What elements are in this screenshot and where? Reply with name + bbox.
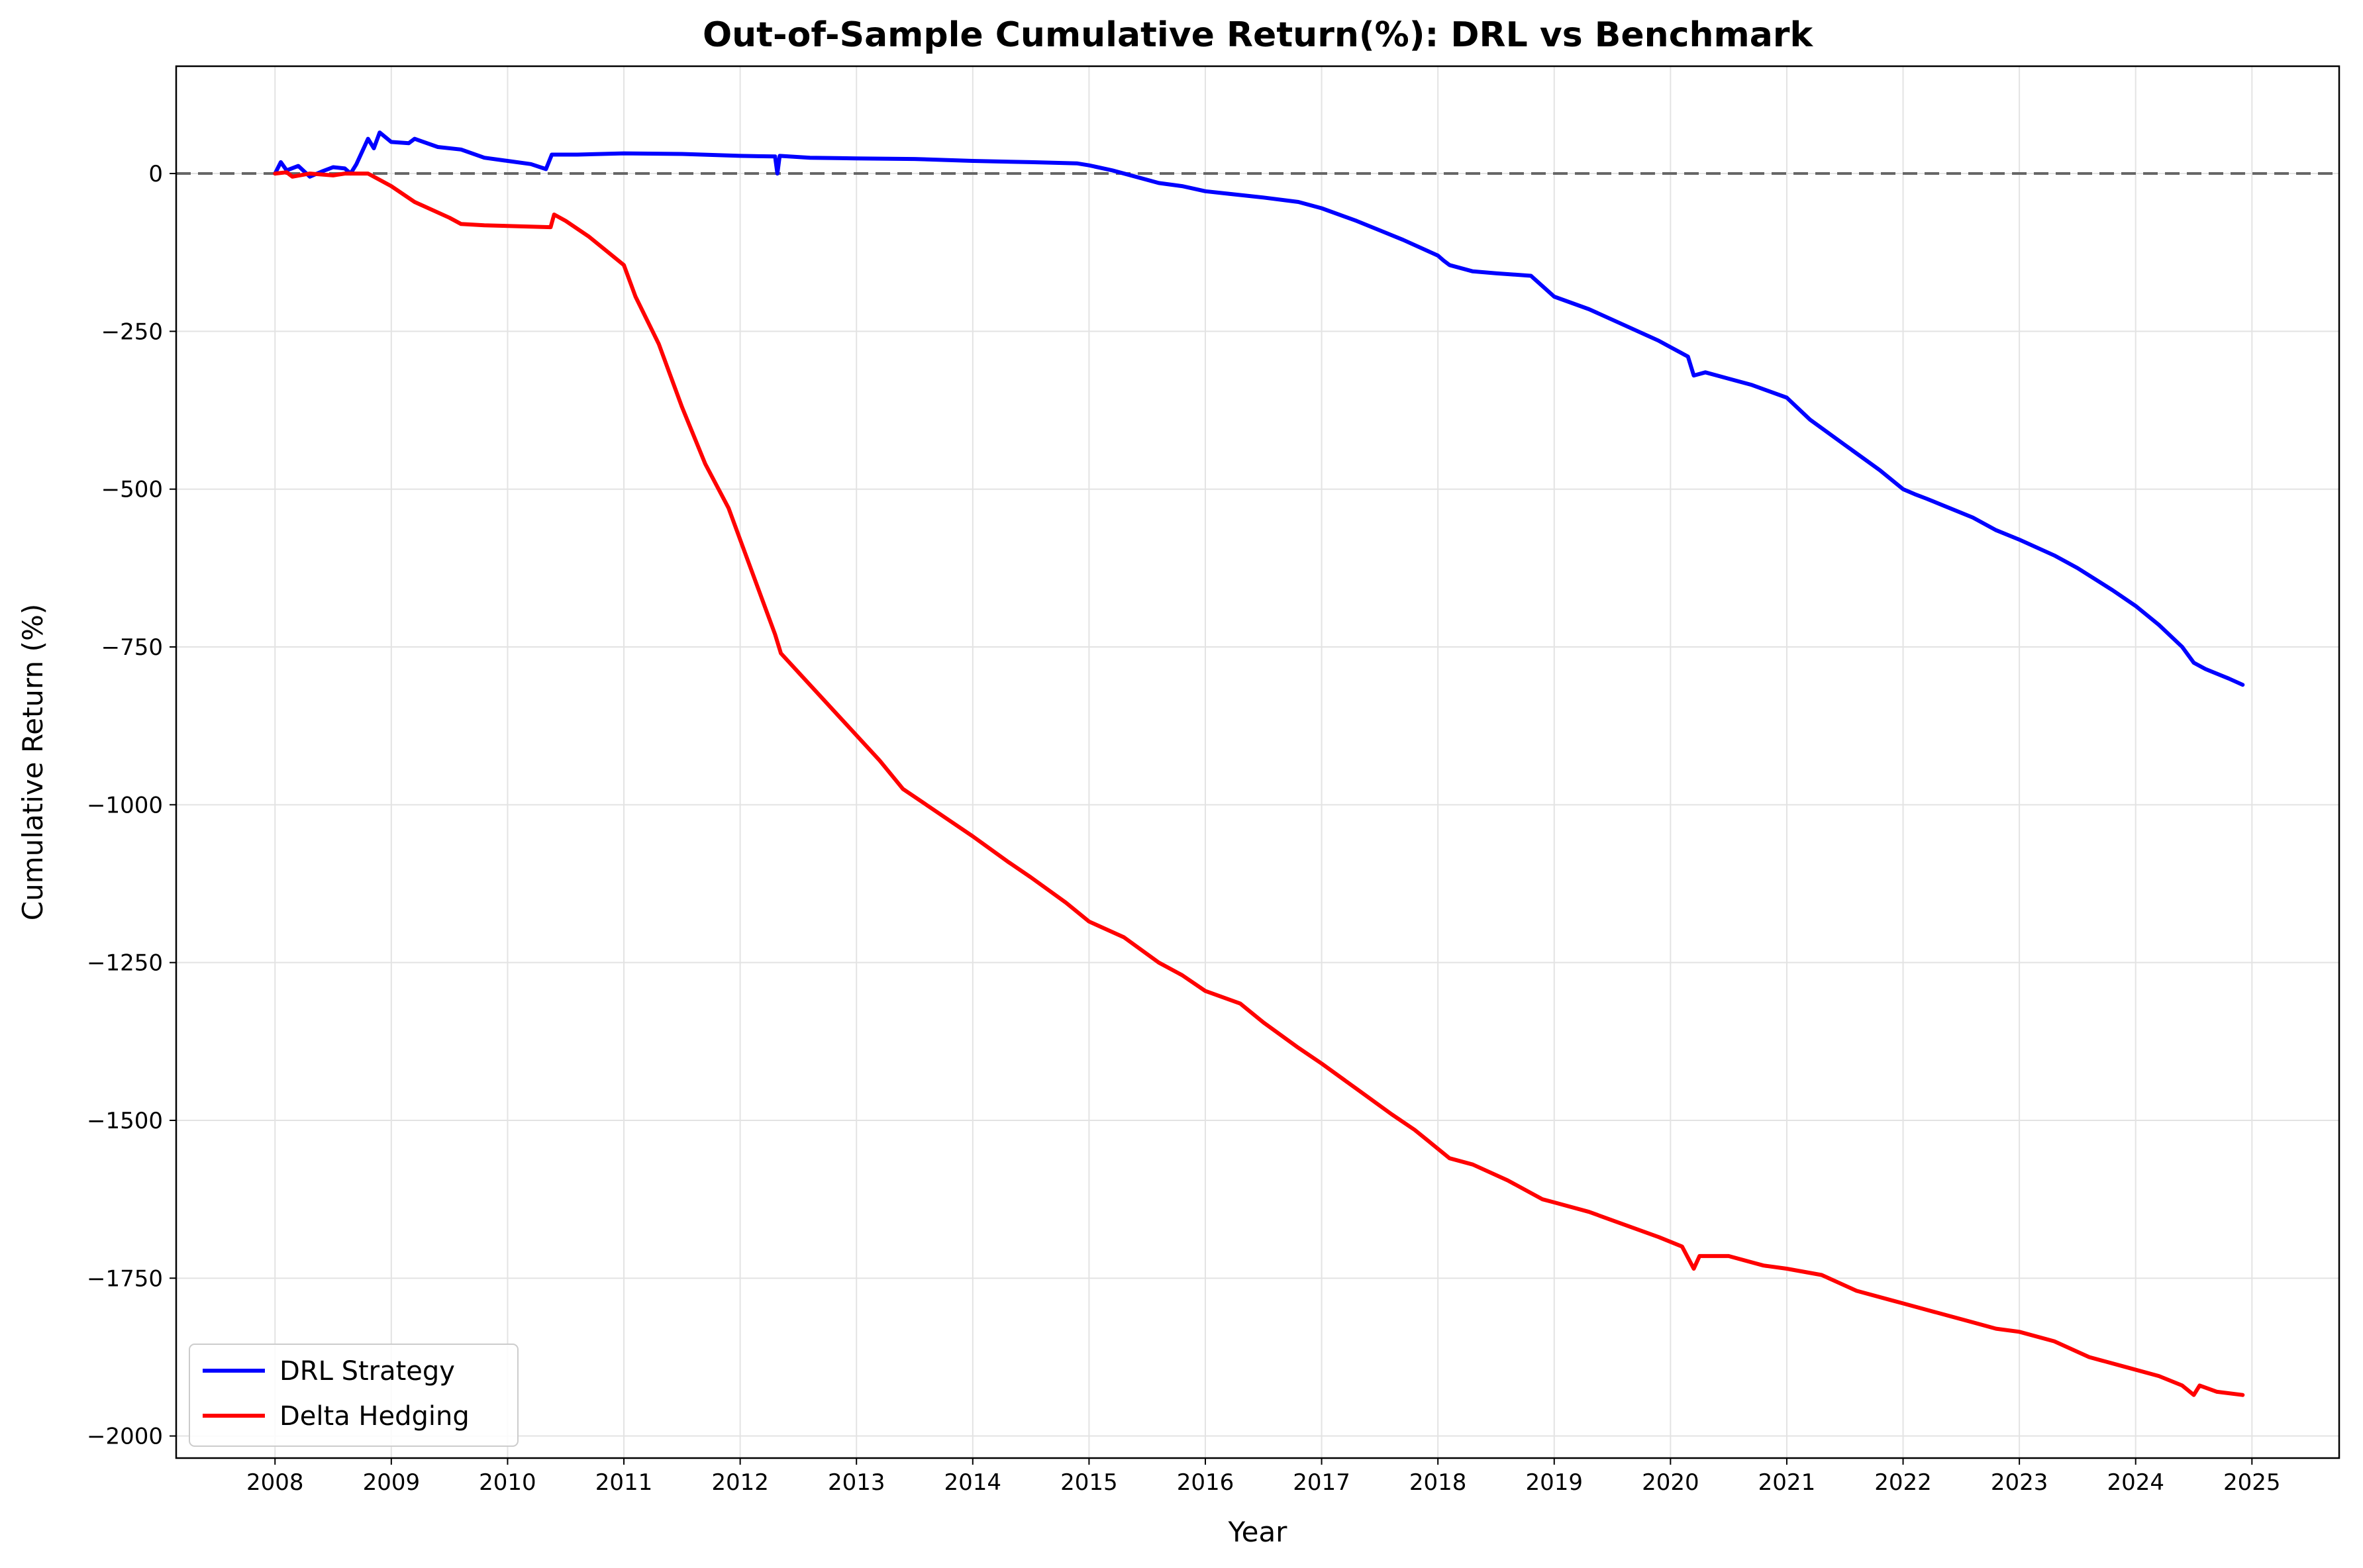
y-tick-label: −1500 bbox=[87, 1108, 163, 1134]
legend-label-delta-hedging: Delta Hedging bbox=[279, 1401, 470, 1432]
x-tick-label: 2013 bbox=[828, 1469, 885, 1496]
x-tick-label: 2008 bbox=[246, 1469, 304, 1496]
y-axis-label: Cumulative Return (%) bbox=[17, 604, 49, 920]
y-tick-label: −1000 bbox=[87, 792, 163, 818]
x-tick-label: 2022 bbox=[1874, 1469, 1932, 1496]
series-line-drl-strategy bbox=[273, 130, 2245, 687]
x-tick-label: 2021 bbox=[1758, 1469, 1816, 1496]
x-tick-label: 2009 bbox=[363, 1469, 421, 1496]
y-tick-label: −250 bbox=[101, 318, 163, 345]
y-tick-label: −2000 bbox=[87, 1424, 163, 1450]
y-tick-label: −750 bbox=[101, 634, 163, 661]
x-tick-label: 2023 bbox=[1991, 1469, 2048, 1496]
series-layer bbox=[273, 130, 2245, 1397]
x-tick-label: 2024 bbox=[2107, 1469, 2164, 1496]
x-axis-label: Year bbox=[1228, 1516, 1288, 1548]
plot-frame bbox=[175, 65, 2340, 1459]
y-tick-label: 0 bbox=[148, 161, 163, 187]
x-tick-label: 2025 bbox=[2223, 1469, 2281, 1496]
x-tick-label: 2019 bbox=[1525, 1469, 1583, 1496]
legend-box bbox=[189, 1344, 519, 1447]
legend-label-drl-strategy: DRL Strategy bbox=[279, 1356, 455, 1387]
y-tick-label: −500 bbox=[101, 477, 163, 503]
x-tick-label: 2012 bbox=[711, 1469, 769, 1496]
chart-title: Out-of-Sample Cumulative Return(%): DRL … bbox=[703, 15, 1814, 55]
x-tick-label: 2020 bbox=[1642, 1469, 1699, 1496]
x-tick-label: 2011 bbox=[595, 1469, 653, 1496]
x-tick-label: 2010 bbox=[479, 1469, 536, 1496]
x-tick-label: 2016 bbox=[1177, 1469, 1234, 1496]
x-tick-label: 2014 bbox=[944, 1469, 1002, 1496]
x-axis-ticks: 2008 2009 2010 2011 2012 2013 2014 2015 2016 2017… bbox=[246, 1458, 2281, 1496]
y-axis-ticks: 0 −250 −500 −750 −1000 −1250 −1500 −1750 −2000 bbox=[87, 161, 176, 1450]
x-tick-label: 2015 bbox=[1060, 1469, 1118, 1496]
y-tick-label: −1250 bbox=[87, 950, 163, 977]
legend: DRL Strategy Delta Hedging bbox=[189, 1344, 519, 1447]
x-tick-label: 2017 bbox=[1293, 1469, 1350, 1496]
x-tick-label: 2018 bbox=[1409, 1469, 1467, 1496]
y-tick-label: −1750 bbox=[87, 1265, 163, 1292]
series-line-delta-hedging bbox=[273, 170, 2245, 1397]
